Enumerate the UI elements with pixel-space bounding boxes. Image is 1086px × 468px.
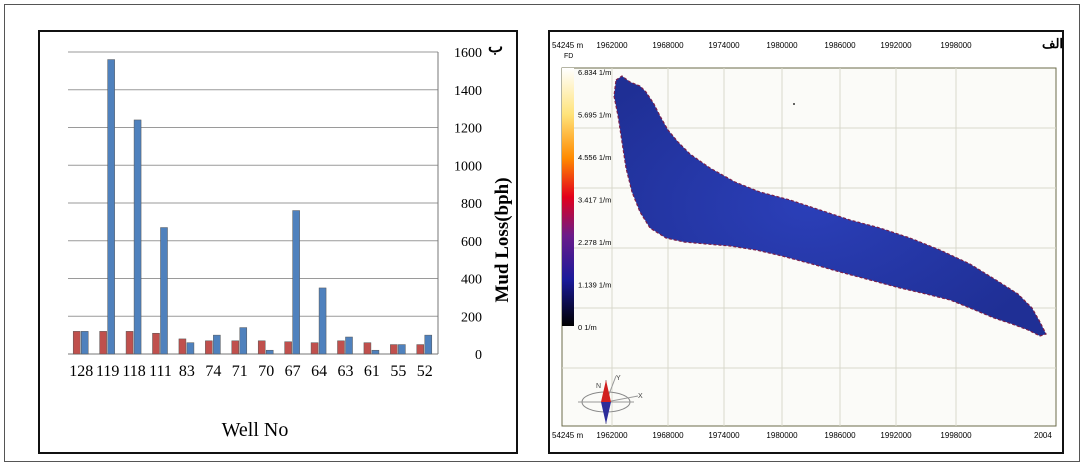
colorbar-tick: 5.695 1/m [578, 111, 611, 120]
map-top-tick: 1992000 [880, 41, 912, 50]
panel-label-a: الف [1042, 36, 1062, 51]
bar-blue-52 [424, 334, 433, 355]
bar-blue-63 [345, 336, 353, 355]
bar-blue-64 [318, 287, 327, 355]
map-top-left-label: 54245 m [552, 41, 583, 50]
bar-red-118 [125, 331, 134, 355]
y-tick-label: 1400 [454, 84, 482, 99]
map-bottom-left-label: 54245 m [552, 431, 583, 440]
bar-red-64 [310, 342, 319, 355]
y-tick-label: 600 [461, 235, 482, 250]
bar-blue-70 [265, 349, 274, 355]
colorbar-tick: 0 1/m [578, 323, 597, 332]
bar-blue-71 [239, 327, 248, 355]
x-tick-label: 111 [149, 363, 172, 380]
y-tick-label: 800 [461, 197, 482, 212]
colorbar-tick: 3.417 1/m [578, 196, 611, 205]
bar-blue-119 [107, 59, 115, 355]
map-top-tick: 1980000 [766, 41, 798, 50]
colorbar-ticks: 6.834 1/m 5.695 1/m 4.556 1/m 3.417 1/m 2.27… [578, 68, 611, 332]
map-bottom-tick: 1968000 [652, 431, 684, 440]
bar-chart-bars [72, 59, 433, 355]
x-tick-label: 70 [258, 363, 274, 380]
map-panel: الف 54245 m 54245 m 2004 FD 1962000 19680… [548, 30, 1064, 454]
panel-label-b: ب [488, 39, 503, 56]
x-tick-label: 128 [69, 363, 93, 380]
bar-blue-67 [292, 210, 300, 355]
bar-blue-55 [398, 344, 406, 355]
map-top-tick: 1962000 [596, 41, 628, 50]
bar-red-61 [363, 342, 372, 355]
x-tick-label: 83 [179, 363, 195, 380]
x-axis-label: Well No [222, 419, 289, 441]
bar-chart-y-ticks: 0 200 400 600 800 1000 1200 1400 1600 [454, 46, 482, 363]
bar-blue-61 [371, 349, 380, 355]
bar-red-119 [99, 331, 107, 355]
fracture-density-body [613, 75, 1047, 337]
figure-frame [4, 4, 1080, 462]
x-tick-label: 55 [390, 363, 406, 380]
y-axis-label: Mud Loss(bph) [492, 177, 513, 302]
map-top-tick: 1974000 [708, 41, 740, 50]
bar-red-52 [416, 344, 425, 355]
map-bottom-tick: 1998000 [940, 431, 972, 440]
bar-red-71 [231, 340, 240, 355]
x-tick-label: 74 [205, 363, 221, 380]
map-top-tick: 1986000 [824, 41, 856, 50]
map-bottom-tick: 1986000 [824, 431, 856, 440]
map-top-x-ticks: 1962000 1968000 1974000 1980000 1986000 19920… [596, 41, 972, 50]
bar-blue-83 [186, 342, 195, 355]
compass-n: N [596, 383, 601, 390]
bar-red-70 [257, 340, 266, 355]
x-tick-label: 119 [96, 363, 119, 380]
y-tick-label: 1200 [454, 122, 482, 137]
map-top-tick: 1998000 [940, 41, 972, 50]
bar-blue-118 [133, 119, 142, 355]
y-tick-label: 0 [475, 348, 482, 363]
colorbar-tick: 6.834 1/m [578, 68, 611, 77]
bar-chart-panel: ب 0 200 400 600 800 1000 1200 1400 1600 128 119 11… [38, 30, 518, 454]
map-bottom-tick: 1974000 [708, 431, 740, 440]
y-tick-label: 200 [461, 310, 482, 325]
bar-chart-x-ticks: 128 119 118 111 83 74 71 70 67 64 63 61 55 52 [69, 363, 433, 380]
x-tick-label: 67 [285, 363, 301, 380]
bar-red-55 [390, 344, 398, 355]
y-tick-label: 1000 [454, 159, 482, 174]
x-tick-label: 52 [417, 363, 433, 380]
map-small-dot [793, 103, 795, 105]
colorbar-title: FD [564, 53, 573, 60]
map-bottom-right-label: 2004 [1034, 431, 1052, 440]
bar-blue-74 [213, 334, 221, 355]
x-tick-label: 118 [122, 363, 145, 380]
compass-icon: N Y X [578, 375, 643, 424]
colorbar-tick: 2.278 1/m [578, 238, 611, 247]
bar-red-111 [152, 332, 160, 355]
compass-y: Y [616, 375, 621, 382]
map-top-tick: 1968000 [652, 41, 684, 50]
map-bottom-x-ticks: 1962000 1968000 1974000 1980000 1986000 19920… [596, 431, 972, 440]
x-tick-label: 64 [311, 363, 327, 380]
x-tick-label: 71 [232, 363, 248, 380]
map-bottom-tick: 1992000 [880, 431, 912, 440]
x-tick-label: 63 [338, 363, 354, 380]
bar-blue-111 [160, 227, 168, 355]
colorbar [562, 68, 574, 326]
map-bottom-tick: 1980000 [766, 431, 798, 440]
map-view: الف 54245 m 54245 m 2004 FD 1962000 19680… [552, 36, 1063, 440]
colorbar-tick: 4.556 1/m [578, 153, 611, 162]
compass-x: X [638, 393, 643, 400]
bar-chart-grid [68, 51, 439, 355]
bar-red-83 [178, 338, 187, 355]
y-tick-label: 400 [461, 273, 482, 288]
bar-red-67 [284, 341, 292, 355]
bar-red-63 [337, 340, 345, 355]
bar-red-74 [205, 340, 213, 355]
map-bottom-tick: 1962000 [596, 431, 628, 440]
bar-red-128 [72, 331, 81, 355]
bar-blue-128 [80, 331, 89, 355]
y-tick-label: 1600 [454, 46, 482, 61]
colorbar-tick: 1.139 1/m [578, 281, 611, 290]
x-tick-label: 61 [364, 363, 380, 380]
